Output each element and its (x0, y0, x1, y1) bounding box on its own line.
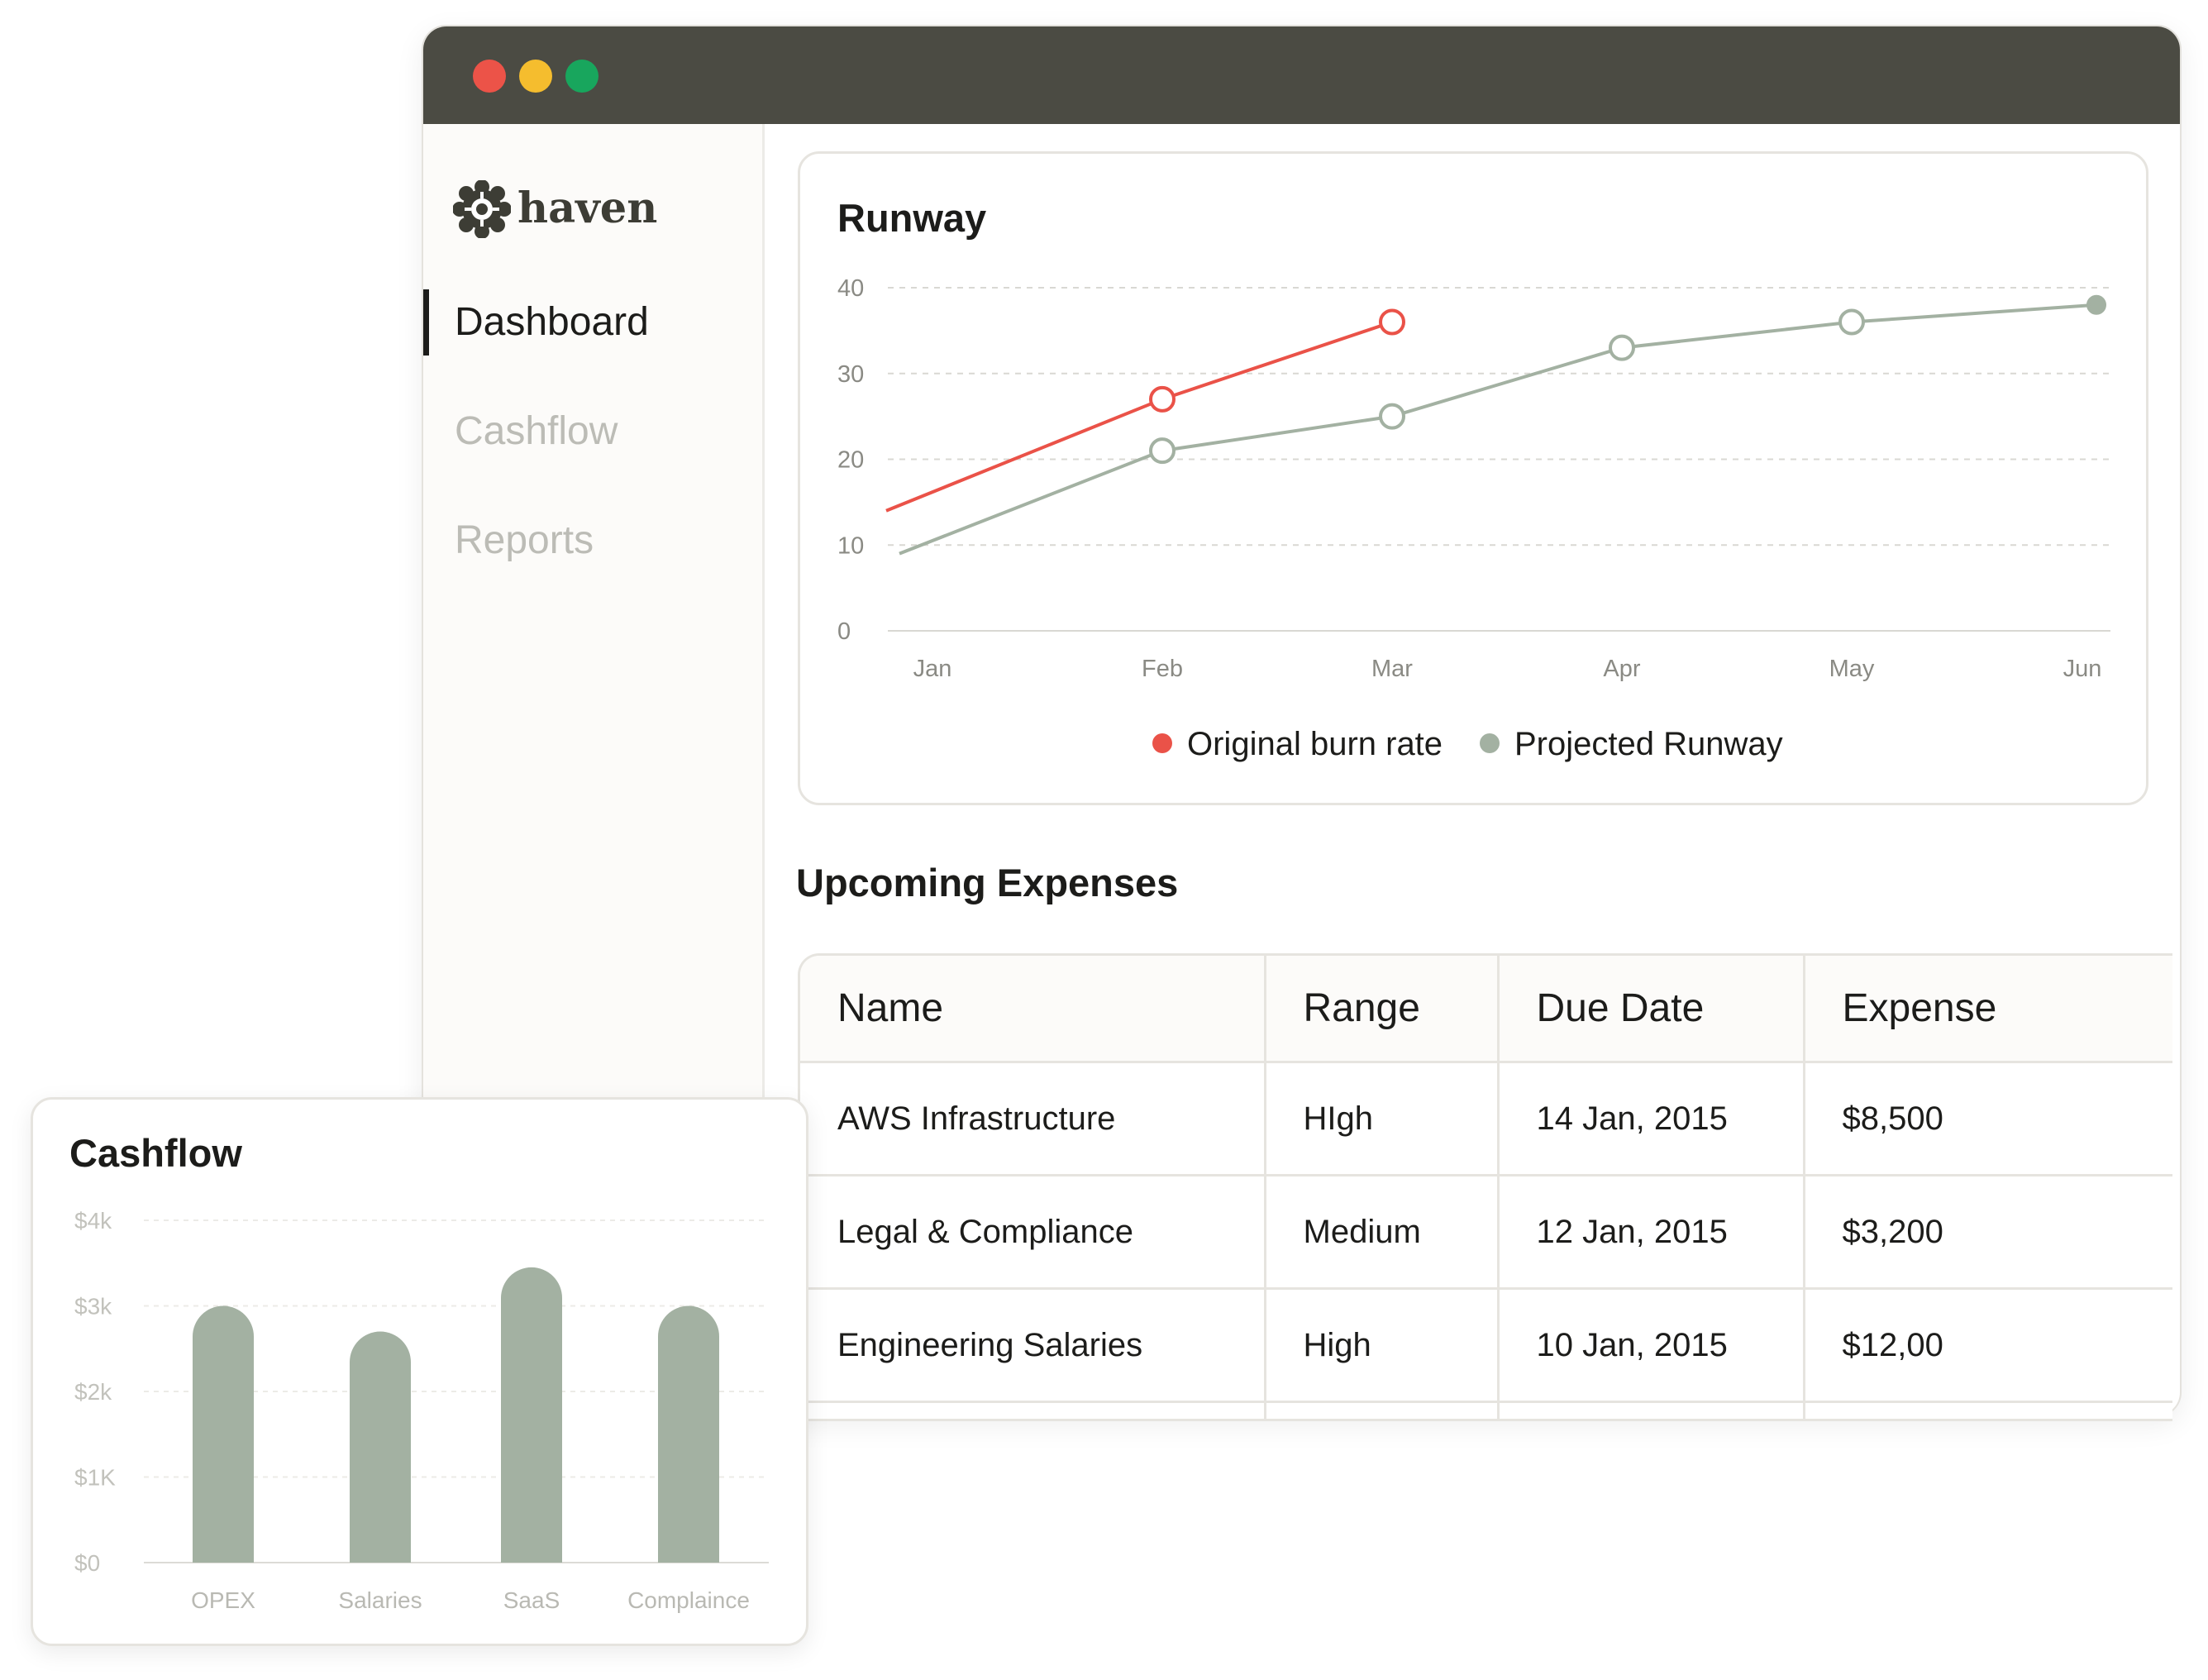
runway-card: Runway 0 10 20 30 40 Jan Feb Mar Apr May Jun Origin… (798, 151, 2148, 805)
x-tick-label: May (1829, 656, 1875, 682)
x-tick-label: Salaries (338, 1587, 422, 1613)
cell-range: High (1265, 1288, 1500, 1403)
data-point-original-burn-rate[interactable] (1149, 385, 1176, 413)
cell-empty (1498, 1401, 1805, 1419)
legend-label-projected-runway: Projected Runway (1514, 726, 1783, 762)
data-point-projected-runway[interactable] (2086, 294, 2106, 315)
cell-empty (1804, 1401, 2172, 1419)
column-header-due-date[interactable]: Due Date (1498, 956, 1805, 1063)
cell-due-date: 14 Jan, 2015 (1498, 1062, 1805, 1176)
y-tick-label: $0 (74, 1550, 100, 1576)
x-tick-label: Jan (913, 656, 952, 682)
runway-title: Runway (837, 196, 987, 240)
data-point-projected-runway[interactable] (1838, 308, 1865, 336)
haven-logo-icon (453, 180, 511, 238)
x-tick-label: OPEX (191, 1587, 255, 1613)
x-tick-label: Jun (2063, 656, 2102, 682)
column-header-expense[interactable]: Expense (1804, 956, 2172, 1063)
y-tick-label: $4k (74, 1208, 112, 1234)
active-nav-indicator (423, 289, 429, 356)
upcoming-expenses-title: Upcoming Expenses (796, 861, 1179, 904)
cell-empty (1265, 1401, 1500, 1419)
bar-opex[interactable] (193, 1305, 254, 1563)
legend-marker-original-burn-rate (1152, 733, 1172, 753)
x-tick-label: Feb (1142, 656, 1183, 682)
series-line-original-burn-rate (885, 320, 1393, 513)
cell-name: Engineering Salaries (800, 1288, 1266, 1403)
legend-marker-projected-runway (1480, 733, 1500, 753)
legend-label-original-burn-rate: Original burn rate (1187, 726, 1443, 762)
data-point-projected-runway[interactable] (1379, 403, 1405, 430)
y-tick-label: 10 (837, 532, 864, 559)
y-tick-label: 30 (837, 361, 864, 388)
series-line-projected-runway (899, 303, 2097, 556)
title-bar (423, 26, 2180, 124)
column-header-range[interactable]: Range (1265, 956, 1500, 1063)
x-tick-label: Apr (1603, 656, 1640, 682)
cell-name: AWS Infrastructure (800, 1062, 1266, 1176)
sidebar-item-reports[interactable]: Reports (455, 518, 594, 562)
bar-salaries[interactable] (350, 1331, 411, 1563)
cashflow-title: Cashflow (69, 1131, 242, 1175)
table-row[interactable]: AWS Infrastructure HIgh 14 Jan, 2015 $8,… (800, 1062, 2172, 1176)
bar-saas[interactable] (501, 1267, 563, 1563)
column-header-name[interactable]: Name (800, 956, 1266, 1063)
table-header-row: Name Range Due Date Expense (800, 956, 2172, 1063)
cell-due-date: 12 Jan, 2015 (1498, 1175, 1805, 1290)
sidebar-item-cashflow[interactable]: Cashflow (455, 409, 618, 453)
cashflow-card: Cashflow $0 $1K $2k $3k $4k OPEX Salaries SaaS C… (31, 1097, 808, 1646)
cell-range: Medium (1265, 1175, 1500, 1290)
cashflow-chart: $0 $1K $2k $3k $4k OPEX Salaries SaaS Complaince (74, 1208, 769, 1613)
cell-expense: $8,500 (1804, 1062, 2172, 1176)
table-row[interactable]: Legal & Compliance Medium 12 Jan, 2015 $… (800, 1175, 2172, 1290)
cell-expense: $3,200 (1804, 1175, 2172, 1290)
y-tick-label: $2k (74, 1379, 112, 1405)
y-tick-label: $3k (74, 1294, 112, 1320)
bar-complaince[interactable] (658, 1305, 719, 1563)
data-point-projected-runway[interactable] (1149, 437, 1176, 465)
maximize-window-button[interactable] (565, 60, 598, 93)
expenses-table: Name Range Due Date Expense AWS Infrastr… (798, 953, 2172, 1421)
x-tick-label: Complaince (627, 1587, 750, 1613)
runway-chart: 0 10 20 30 40 Jan Feb Mar Apr May Jun Original burn… (837, 275, 2110, 762)
x-tick-label: SaaS (503, 1587, 560, 1613)
table-row-partial (800, 1401, 2172, 1419)
cell-due-date: 10 Jan, 2015 (1498, 1288, 1805, 1403)
sidebar-item-dashboard[interactable]: Dashboard (455, 300, 649, 344)
brand-name: haven (517, 184, 658, 233)
y-tick-label: 40 (837, 275, 864, 302)
table-row[interactable]: Engineering Salaries High 10 Jan, 2015 $… (800, 1288, 2172, 1403)
cell-name: Legal & Compliance (800, 1175, 1266, 1290)
cell-empty (800, 1401, 1266, 1419)
data-point-projected-runway[interactable] (1609, 334, 1635, 361)
data-point-original-burn-rate[interactable] (1379, 308, 1405, 336)
cell-expense: $12,00 (1804, 1288, 2172, 1403)
y-tick-label: 0 (837, 618, 851, 645)
x-tick-label: Mar (1371, 656, 1413, 682)
close-window-button[interactable] (473, 60, 506, 93)
y-tick-label: 20 (837, 447, 864, 474)
cell-range: HIgh (1265, 1062, 1500, 1176)
minimize-window-button[interactable] (519, 60, 552, 93)
y-tick-label: $1K (74, 1465, 116, 1491)
